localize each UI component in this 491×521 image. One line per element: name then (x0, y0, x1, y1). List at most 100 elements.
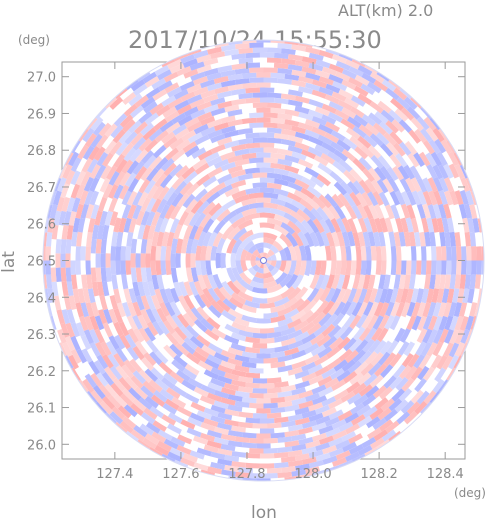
radar-cell (405, 177, 417, 193)
radar-cell (126, 79, 139, 91)
radar-cell (245, 142, 260, 149)
radar-cell (267, 57, 282, 64)
radar-cell (322, 300, 335, 316)
radar-cell (190, 253, 196, 268)
radar-cell (259, 212, 276, 219)
radar-cell (448, 354, 459, 370)
radar-cell (257, 247, 264, 254)
radar-cell (51, 281, 59, 297)
radar-cell (241, 117, 257, 125)
radar-cell (360, 144, 375, 159)
radar-cell (52, 190, 62, 206)
radar-cell (317, 134, 333, 146)
radar-cell (76, 348, 88, 364)
radar-cell (226, 280, 241, 295)
radar-cell (196, 54, 212, 64)
radar-cell (210, 107, 226, 117)
radar-cell (206, 191, 221, 205)
radar-cell (308, 374, 324, 386)
radar-cell (270, 254, 277, 261)
radar-cell (290, 199, 306, 212)
radar-cell (347, 116, 362, 129)
radar-cell (417, 315, 427, 331)
radar-cell (327, 357, 342, 371)
radar-cell (108, 197, 118, 213)
radar-cell (458, 203, 468, 219)
radar-cell (75, 302, 84, 318)
radar-cell (395, 153, 408, 168)
radar-cell (154, 65, 170, 76)
radar-cell (295, 463, 310, 471)
radar-cell (252, 172, 268, 179)
radar-cell (441, 246, 447, 261)
radar-cell (199, 115, 216, 126)
radar-cell (252, 332, 268, 339)
radar-cell (234, 400, 250, 408)
radar-cell (410, 217, 419, 233)
radar-cell (205, 245, 213, 261)
radar-cell (313, 354, 329, 367)
radar-cell (420, 260, 427, 275)
radar-cell (354, 74, 370, 86)
radar-cell (284, 154, 300, 164)
radar-cell (245, 62, 260, 69)
radar-cell (132, 345, 145, 361)
radar-cell (298, 473, 313, 479)
radar-cell (301, 361, 317, 372)
radar-cell (270, 198, 286, 207)
radar-cell (301, 176, 317, 189)
radar-cell (183, 106, 199, 118)
radar-cell (120, 246, 127, 261)
radar-cell (231, 292, 247, 305)
radar-cell (341, 107, 357, 119)
radar-cell (303, 231, 315, 247)
radar-cell (328, 437, 344, 447)
radar-cell (421, 217, 429, 233)
radar-cell (436, 151, 448, 167)
radar-cell (163, 71, 179, 83)
radar-cell (142, 224, 151, 240)
y-tick-label: 26.5 (27, 255, 56, 270)
radar-cell (62, 342, 73, 357)
radar-cell (383, 132, 397, 146)
radar-cell (204, 151, 220, 163)
radar-cell (399, 88, 412, 100)
radar-cell (163, 344, 177, 359)
radar-cell (343, 192, 356, 207)
radar-cell (116, 231, 124, 247)
radar-cell (214, 42, 229, 48)
radar-cell (164, 301, 176, 317)
radar-cell (113, 394, 128, 408)
radar-cell (425, 260, 432, 275)
radar-cell (183, 281, 194, 297)
radar-cell (370, 71, 385, 84)
radar-cell (160, 157, 175, 172)
radar-cell (377, 155, 391, 170)
radar-cell (368, 167, 381, 182)
radar-cell (444, 274, 451, 290)
radar-cell (460, 329, 470, 344)
radar-cell (263, 252, 268, 258)
radar-cell (367, 145, 382, 159)
radar-cell (197, 360, 213, 372)
radar-cell (210, 97, 226, 106)
radar-cell (362, 168, 376, 183)
radar-cell (119, 171, 131, 187)
radar-cell (373, 231, 381, 247)
radar-cell (389, 190, 401, 206)
radar-cell (241, 314, 257, 323)
radar-cell (237, 290, 254, 302)
radar-cell (336, 231, 346, 247)
radar-cell (127, 328, 139, 344)
radar-cell (199, 395, 216, 406)
radar-cell (227, 430, 243, 438)
radar-cell (155, 260, 162, 276)
radar-cell (125, 246, 132, 261)
radar-cell (234, 436, 250, 443)
radar-cell (224, 323, 240, 335)
radar-cell (157, 429, 173, 441)
radar-cell (252, 342, 268, 349)
radar-cell (449, 315, 459, 331)
radar-cell (324, 287, 336, 303)
radar-cell (89, 164, 101, 179)
